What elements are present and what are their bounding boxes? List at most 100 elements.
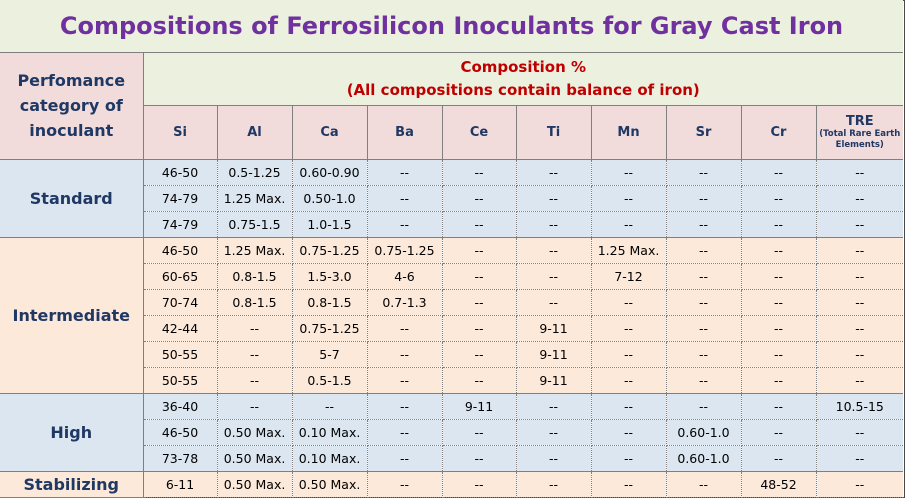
table-cell: 74-79 — [143, 211, 218, 238]
table-cell: -- — [741, 159, 817, 186]
table-cell: -- — [516, 393, 592, 420]
table-cell: -- — [816, 445, 903, 472]
category-standard: Standard — [0, 159, 144, 238]
table-cell: -- — [666, 471, 742, 498]
table-cell: 1.25 Max. — [591, 237, 667, 264]
table-row: 74-79 1.25 Max. 0.50-1.0 -- -- -- -- -- -- -- — [0, 185, 903, 212]
table-cell: -- — [666, 315, 742, 342]
table-cell: -- — [516, 159, 592, 186]
column-header-sr: Sr — [666, 105, 742, 160]
table-cell: 5-7 — [292, 341, 368, 368]
composition-note: (All compositions contain balance of iro… — [346, 80, 700, 99]
composition-header: Composition % (All compositions contain … — [143, 53, 903, 106]
table-cell: 6-11 — [143, 471, 218, 498]
table-cell: -- — [666, 211, 742, 238]
table-cell: 9-11 — [516, 315, 592, 342]
table-cell: -- — [516, 289, 592, 316]
element-header-row: Si Al Ca Ba Ce Ti Mn Sr Cr TRE (Total Rare Earth E… — [0, 105, 903, 160]
table-cell: -- — [367, 341, 443, 368]
table-cell: -- — [442, 341, 517, 368]
column-header-ce: Ce — [442, 105, 517, 160]
table-cell: -- — [367, 393, 443, 420]
table-cell: -- — [816, 419, 903, 446]
table-cell: -- — [666, 341, 742, 368]
table-cell: -- — [442, 159, 517, 186]
table-row: High 36-40 -- -- -- 9-11 -- -- -- -- 10.5-15 — [0, 393, 903, 472]
table-row: 42-44 -- 0.75-1.25 -- -- 9-11 -- -- -- -- — [0, 315, 903, 342]
table-cell: -- — [741, 263, 817, 290]
table-cell: 0.50 Max. — [217, 445, 293, 472]
table-cell: -- — [741, 315, 817, 342]
table-cell: -- — [816, 263, 903, 290]
table-cell: 0.8-1.5 — [217, 289, 293, 316]
table-cell: 0.60-1.0 — [666, 419, 742, 446]
table-cell: 0.10 Max. — [292, 419, 368, 446]
table-cell: 9-11 — [516, 341, 592, 368]
table-cell: 9-11 — [442, 393, 517, 420]
table-cell: 1.25 Max. — [217, 185, 293, 212]
table-cell: -- — [442, 315, 517, 342]
table-cell: -- — [591, 393, 667, 420]
column-header-mn: Mn — [591, 105, 667, 160]
table-cell: 50-55 — [143, 367, 218, 394]
table-cell: -- — [741, 289, 817, 316]
table-cell: -- — [666, 289, 742, 316]
tre-description: (Total Rare Earth Elements) — [819, 128, 901, 150]
table-cell: -- — [217, 367, 293, 394]
table-cell: -- — [367, 471, 443, 498]
table-cell: -- — [666, 393, 742, 420]
table-cell: 1.5-3.0 — [292, 263, 368, 290]
table-cell: -- — [591, 367, 667, 394]
table-cell: -- — [516, 185, 592, 212]
table-cell: -- — [666, 185, 742, 212]
table-cell: -- — [367, 315, 443, 342]
table-cell: -- — [816, 315, 903, 342]
table-row: 50-55 -- 0.5-1.5 -- -- 9-11 -- -- -- -- — [0, 367, 903, 394]
table-cell: -- — [591, 185, 667, 212]
tre-label: TRE — [845, 113, 874, 129]
table-cell: -- — [442, 419, 517, 446]
table-row: Stabilizing 6-11 0.50 Max. 0.50 Max. -- -- -- -… — [0, 471, 903, 498]
column-header-ba: Ba — [367, 105, 443, 160]
table-cell: -- — [816, 237, 903, 264]
table-cell: 0.5-1.25 — [217, 159, 293, 186]
table-cell: -- — [741, 341, 817, 368]
table-row: 60-65 0.8-1.5 1.5-3.0 4-6 -- -- 7-12 -- -- -- — [0, 263, 903, 290]
table-cell: 10.5-15 — [816, 393, 903, 420]
table-cell: 36-40 — [143, 393, 218, 420]
table-cell: 70-74 — [143, 289, 218, 316]
table-cell: -- — [591, 159, 667, 186]
page-title: Compositions of Ferrosilicon Inoculants … — [59, 12, 844, 40]
table-cell: 73-78 — [143, 445, 218, 472]
table-cell: 48-52 — [741, 471, 817, 498]
category-high: High — [0, 393, 144, 472]
table-cell: 0.5-1.5 — [292, 367, 368, 394]
table-cell: -- — [591, 315, 667, 342]
table-row: 46-50 0.50 Max. 0.10 Max. -- -- -- -- 0.60-1.0-… — [0, 419, 903, 446]
table-cell: -- — [741, 393, 817, 420]
table-cell: 46-50 — [143, 237, 218, 264]
table-cell: -- — [442, 211, 517, 238]
table-cell: 0.10 Max. — [292, 445, 368, 472]
table-cell: -- — [666, 263, 742, 290]
column-header-tre: TRE (Total Rare Earth Elements) — [816, 105, 903, 160]
table-cell: 1.25 Max. — [217, 237, 293, 264]
table-cell: 0.7-1.3 — [367, 289, 443, 316]
table-cell: 74-79 — [143, 185, 218, 212]
table-cell: -- — [816, 159, 903, 186]
composition-title: Composition % — [460, 57, 587, 76]
table-cell: 0.60-1.0 — [666, 445, 742, 472]
table-row: 73-78 0.50 Max. 0.10 Max. -- -- -- -- 0.60-1.0-… — [0, 445, 903, 472]
table-cell: -- — [666, 367, 742, 394]
table-cell: 0.75-1.25 — [292, 237, 368, 264]
category-intermediate: Intermediate — [0, 237, 144, 394]
table-cell: -- — [516, 419, 592, 446]
table-cell: -- — [741, 419, 817, 446]
table-cell: -- — [666, 237, 742, 264]
table-cell: -- — [591, 471, 667, 498]
table-cell: -- — [442, 289, 517, 316]
table-cell: -- — [516, 445, 592, 472]
table-row: 50-55 -- 5-7 -- -- 9-11 -- -- -- -- — [0, 341, 903, 368]
table-cell: -- — [816, 367, 903, 394]
table-cell: -- — [367, 419, 443, 446]
